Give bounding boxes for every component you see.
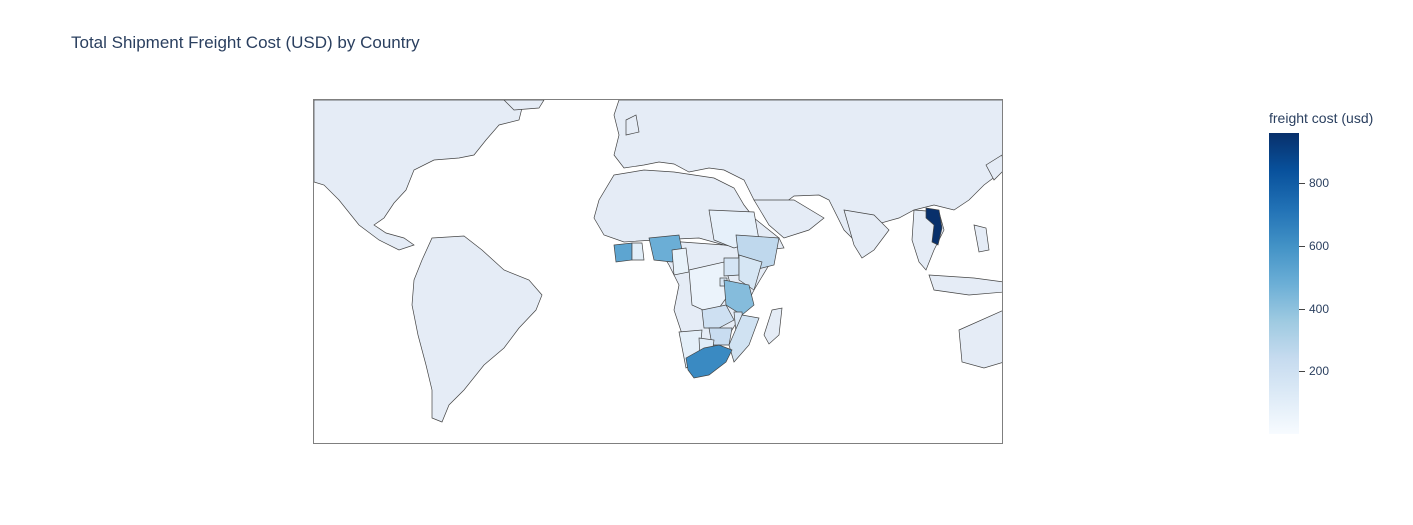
colorbar-tick-mark [1299,371,1305,373]
country-kenya[interactable] [738,254,763,291]
chart-title: Total Shipment Freight Cost (USD) by Cou… [71,33,420,52]
land-philippines [973,224,990,253]
country-zambia[interactable] [701,304,735,329]
land-indonesia [928,274,1002,296]
colorbar-tick-label: 200 [1309,364,1330,379]
land-arabia [753,199,825,239]
colorbar-gradient [1269,133,1299,434]
map-frame[interactable] [313,99,1003,444]
land-south-america [411,235,543,423]
land-north-america [314,100,525,251]
colorbar-tick-mark [1299,245,1305,247]
country-tanzania[interactable] [723,279,755,316]
country-congo-drc[interactable] [688,261,733,316]
land-uk [625,114,640,136]
country-ghana[interactable] [631,242,645,261]
colorbar-tick-mark [1299,183,1305,185]
country-south-africa[interactable] [685,344,733,379]
land-japan [985,154,1002,181]
land-australia [958,310,1002,369]
country-cameroon[interactable] [671,247,690,276]
colorbar-tick-label: 800 [1309,176,1330,191]
land-greenland [503,100,545,111]
colorbar-tick-mark [1299,308,1305,310]
map-canvas[interactable] [314,100,1003,444]
base-land [314,100,1002,423]
country-mozambique[interactable] [728,314,760,363]
country-uganda[interactable] [723,257,740,277]
colorbar-tick-label: 400 [1309,301,1330,316]
country-cote-divoire[interactable] [613,242,633,263]
land-india [843,209,890,259]
land-madagascar [763,307,783,345]
colorbar-title: freight cost (usd) [1269,110,1374,126]
choropleth-layer[interactable] [613,207,943,379]
colorbar-tick-label: 600 [1309,238,1330,253]
colorbar: freight cost (usd) 800 600 400 200 [1269,110,1409,440]
country-vietnam[interactable] [925,207,943,246]
